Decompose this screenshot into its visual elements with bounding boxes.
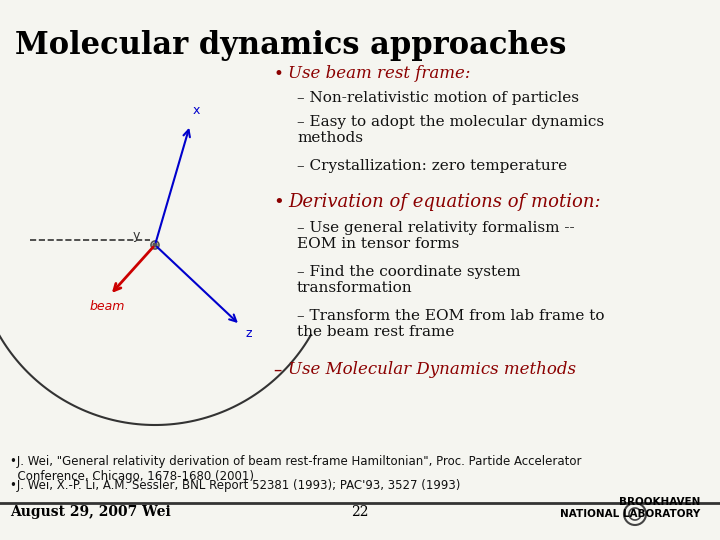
Text: Use beam rest frame:: Use beam rest frame: — [288, 65, 470, 82]
Text: – Easy to adopt the molecular dynamics
methods: – Easy to adopt the molecular dynamics m… — [297, 115, 604, 145]
Text: – Find the coordinate system
transformation: – Find the coordinate system transformat… — [297, 265, 521, 295]
Text: •: • — [273, 193, 284, 211]
Text: beam: beam — [90, 300, 125, 313]
Text: 22: 22 — [351, 505, 369, 519]
Text: Molecular dynamics approaches: Molecular dynamics approaches — [15, 30, 567, 61]
Text: z: z — [245, 327, 251, 340]
Text: – Non-relativistic motion of particles: – Non-relativistic motion of particles — [297, 91, 579, 105]
Text: •: • — [273, 65, 283, 83]
Text: – Use general relativity formalism --
EOM in tensor forms: – Use general relativity formalism -- EO… — [297, 221, 575, 251]
Text: Use Molecular Dynamics methods: Use Molecular Dynamics methods — [288, 361, 576, 378]
Text: x: x — [193, 104, 200, 117]
Text: August 29, 2007 Wei: August 29, 2007 Wei — [10, 505, 171, 519]
Text: •J. Wei, "General relativity derivation of beam rest-frame Hamiltonian", Proc. P: •J. Wei, "General relativity derivation … — [10, 455, 582, 483]
Text: BROOKHAVEN
NATIONAL LABORATORY: BROOKHAVEN NATIONAL LABORATORY — [559, 497, 700, 519]
Circle shape — [153, 243, 157, 247]
Text: Derivation of equations of motion:: Derivation of equations of motion: — [288, 193, 600, 211]
Text: – Crystallization: zero temperature: – Crystallization: zero temperature — [297, 159, 567, 173]
Text: – Transform the EOM from lab frame to
the beam rest frame: – Transform the EOM from lab frame to th… — [297, 309, 605, 339]
Text: y: y — [133, 228, 140, 241]
Text: •J. Wei, X.-P. Li, A.M. Sessler, BNL Report 52381 (1993); PAC'93, 3527 (1993): •J. Wei, X.-P. Li, A.M. Sessler, BNL Rep… — [10, 479, 460, 492]
Text: –: – — [273, 361, 282, 379]
